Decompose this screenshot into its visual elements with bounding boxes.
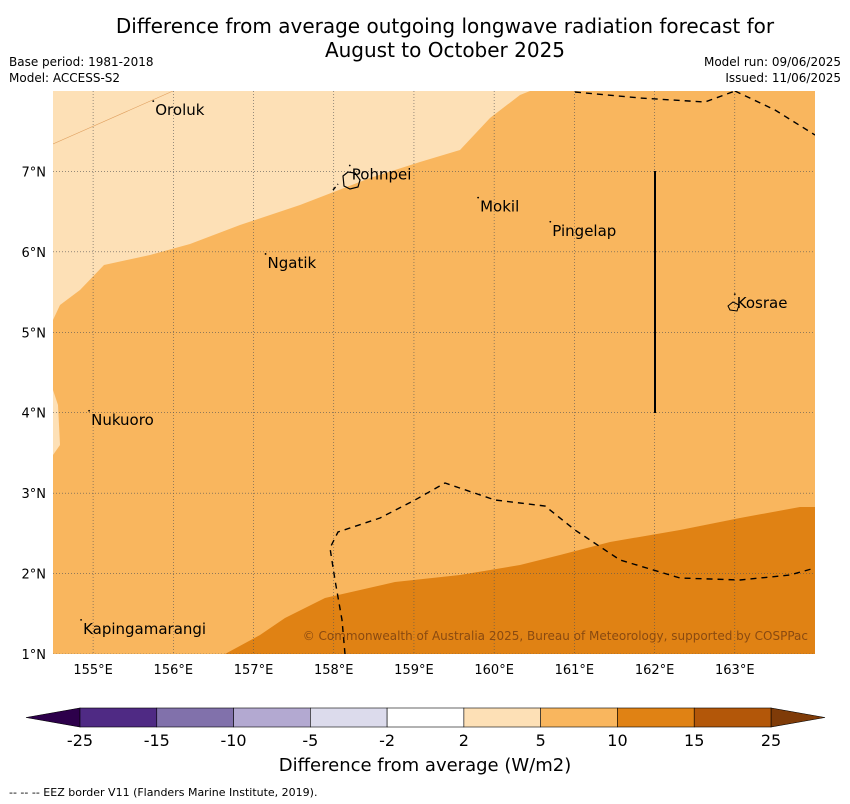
lon-tick-label: 159°E [394,663,434,678]
copyright-text: © Commonwealth of Australia 2025, Bureau… [303,629,808,643]
place-label: Ngatik [268,254,317,272]
colorbar-tick-label: 25 [760,731,782,750]
meta-left: Base period: 1981-2018 Model: ACCESS-S2 [9,54,154,86]
colorbar-swatch [79,707,158,728]
colorbar-tick-label: -25 [66,731,94,750]
eez-border-south [329,482,815,654]
place-marker [549,220,552,223]
meta-right: Model run: 09/06/2025 Issued: 11/06/2025 [704,54,841,86]
place-marker [733,293,736,296]
region-10-to-15 [225,507,815,654]
colorbar-tick-label: -5 [302,731,319,750]
lon-tick-label: 156°E [154,663,194,678]
map-title: Difference from average outgoing longwav… [0,14,850,62]
title-line-2: August to October 2025 [324,38,566,62]
place-label: Mokil [480,198,519,216]
issued-date: Issued: 11/06/2025 [725,71,841,85]
place-label: Kosrae [737,294,788,312]
lat-tick-label: 2°N [22,568,47,583]
lat-tick-label: 1°N [22,648,47,663]
lon-tick-label: 158°E [314,663,354,678]
title-line-1: Difference from average outgoing longwav… [115,14,775,38]
lon-tick-label: 163°E [715,663,755,678]
place-label: Pohnpei [352,165,412,183]
eez-border-pohnpei [332,183,339,191]
lat-tick-label: 7°N [22,165,47,180]
model-name: Model: ACCESS-S2 [9,71,121,85]
colorbar-tick-label: 10 [607,731,628,750]
place-marker [88,409,90,412]
colorbar-swatch [463,707,541,728]
footer-note: -- -- -- EEZ border V11 (Flanders Marine… [9,786,318,799]
colorbar-swatch [540,707,618,728]
place-marker [80,618,82,621]
colorbar [25,707,826,728]
colorbar-swatch [386,707,465,728]
axis-ticks: 155°E 156°E 157°E 158°E 159°E 160°E 161°E 162°E… [22,165,755,678]
lat-tick-label: 3°N [22,487,47,502]
region-2-to-5-north [53,91,530,320]
eez-border-north [574,91,815,136]
colorbar-tick-label: -15 [143,731,170,750]
place-label: Pingelap [552,222,616,240]
colorbar-tick-label: -10 [220,731,247,750]
colorbar-tick-label: 5 [535,731,546,750]
lat-tick-label: 6°N [22,246,47,261]
place-label: Oroluk [155,101,204,119]
colorbar-tick-label: 2 [458,731,469,750]
colorbar-swatch [693,707,772,728]
lon-tick-label: 160°E [474,663,514,678]
base-period: Base period: 1981-2018 [9,55,154,69]
model-run: Model run: 09/06/2025 [703,55,841,69]
place-marker [152,100,155,103]
colorbar-swatch [233,707,311,728]
place-labels: Oroluk Pohnpei Mokil Pingelap Ngatik Kosrae Nu… [80,100,787,638]
lat-tick-label: 4°N [22,407,47,422]
place-label: Nukuoro [91,411,154,429]
lon-tick-label: 162°E [635,663,675,678]
place-marker [264,253,267,255]
place-label: Kapingamarangi [83,620,206,638]
contour-edge [53,91,174,145]
colorbar-tick-label: -2 [379,731,396,750]
kosrae-island [727,301,740,312]
colorbar-title: Difference from average (W/m2) [278,755,572,776]
colorbar-swatch [156,707,234,728]
colorbar-under-arrow [25,707,81,728]
lon-tick-label: 155°E [73,663,113,678]
colorbar-swatch [617,707,695,728]
colorbar-over-arrow [770,707,826,728]
pohnpei-island [342,171,361,190]
colorbar-swatch [310,707,388,728]
lat-tick-label: 5°N [22,326,47,341]
colorbar-tick-label: 15 [684,731,705,750]
lon-tick-label: 161°E [555,663,595,678]
lon-tick-label: 157°E [234,663,274,678]
place-marker [477,196,480,199]
region-2-to-5-west [53,390,60,455]
map-area: Oroluk Pohnpei Mokil Pingelap Ngatik Kosrae Nu… [53,91,815,654]
place-marker [348,164,351,167]
